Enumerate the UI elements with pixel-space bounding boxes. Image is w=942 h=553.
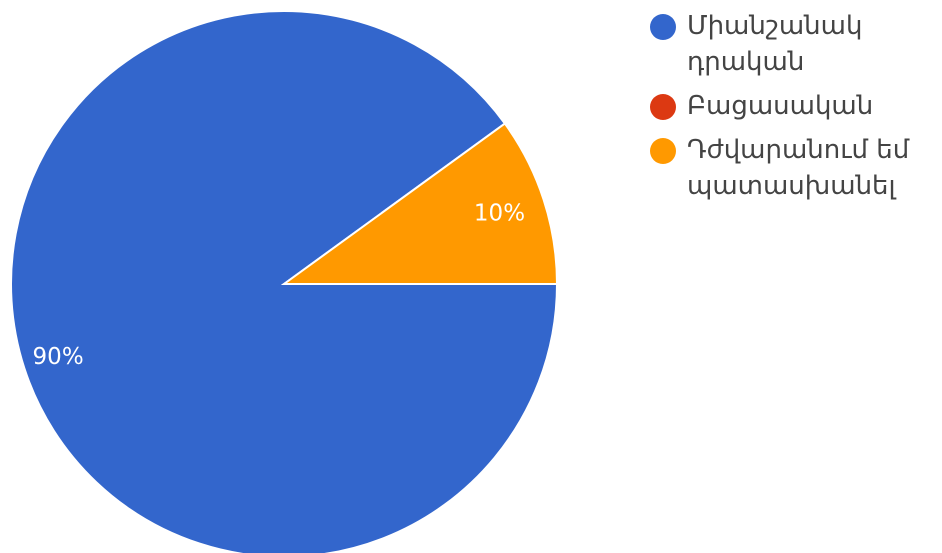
slice-undecided[interactable] xyxy=(280,122,559,285)
legend-swatch-undecided xyxy=(650,138,676,164)
legend-item-undecided[interactable]: Դժվարանում եմ պատասխանել xyxy=(650,132,938,204)
slice-positive[interactable] xyxy=(10,10,559,553)
legend-item-negative[interactable]: Բացասական xyxy=(650,88,938,124)
pie-slices xyxy=(10,10,559,553)
legend-label-undecided: Դժվարանում եմ պատասխանել xyxy=(687,135,910,201)
legend: Միանշանակ դրական Բացասական Դժվարանում եմ… xyxy=(650,8,938,212)
legend-item-positive[interactable]: Միանշանակ դրական xyxy=(650,8,938,80)
legend-swatch-negative xyxy=(650,94,676,120)
label-undecided: 10% xyxy=(474,200,525,226)
legend-swatch-positive xyxy=(650,14,676,40)
pie-labels: 90% 10% xyxy=(33,200,526,369)
legend-label-negative: Բացասական xyxy=(687,91,874,121)
label-positive: 90% xyxy=(33,344,84,370)
legend-label-positive: Միանշանակ դրական xyxy=(687,11,863,77)
